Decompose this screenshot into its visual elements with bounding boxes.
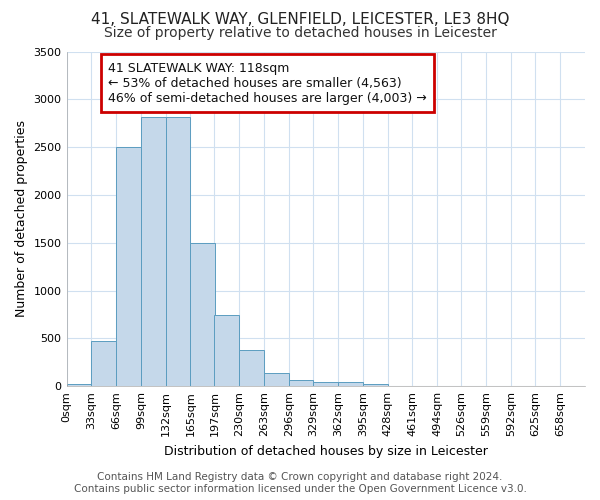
Bar xyxy=(214,316,239,386)
Bar xyxy=(338,382,363,386)
Text: Size of property relative to detached houses in Leicester: Size of property relative to detached ho… xyxy=(104,26,496,40)
Bar xyxy=(116,147,141,386)
X-axis label: Distribution of detached houses by size in Leicester: Distribution of detached houses by size … xyxy=(164,444,488,458)
Bar xyxy=(289,380,313,386)
Text: Contains HM Land Registry data © Crown copyright and database right 2024.
Contai: Contains HM Land Registry data © Crown c… xyxy=(74,472,526,494)
Bar xyxy=(313,382,338,386)
Bar xyxy=(190,242,215,386)
Text: 41 SLATEWALK WAY: 118sqm
← 53% of detached houses are smaller (4,563)
46% of sem: 41 SLATEWALK WAY: 118sqm ← 53% of detach… xyxy=(108,62,427,104)
Y-axis label: Number of detached properties: Number of detached properties xyxy=(15,120,28,318)
Bar xyxy=(363,384,388,386)
Bar xyxy=(141,116,166,386)
Text: 41, SLATEWALK WAY, GLENFIELD, LEICESTER, LE3 8HQ: 41, SLATEWALK WAY, GLENFIELD, LEICESTER,… xyxy=(91,12,509,28)
Bar xyxy=(264,373,289,386)
Bar xyxy=(91,341,116,386)
Bar xyxy=(67,384,91,386)
Bar xyxy=(166,116,190,386)
Bar xyxy=(239,350,264,386)
